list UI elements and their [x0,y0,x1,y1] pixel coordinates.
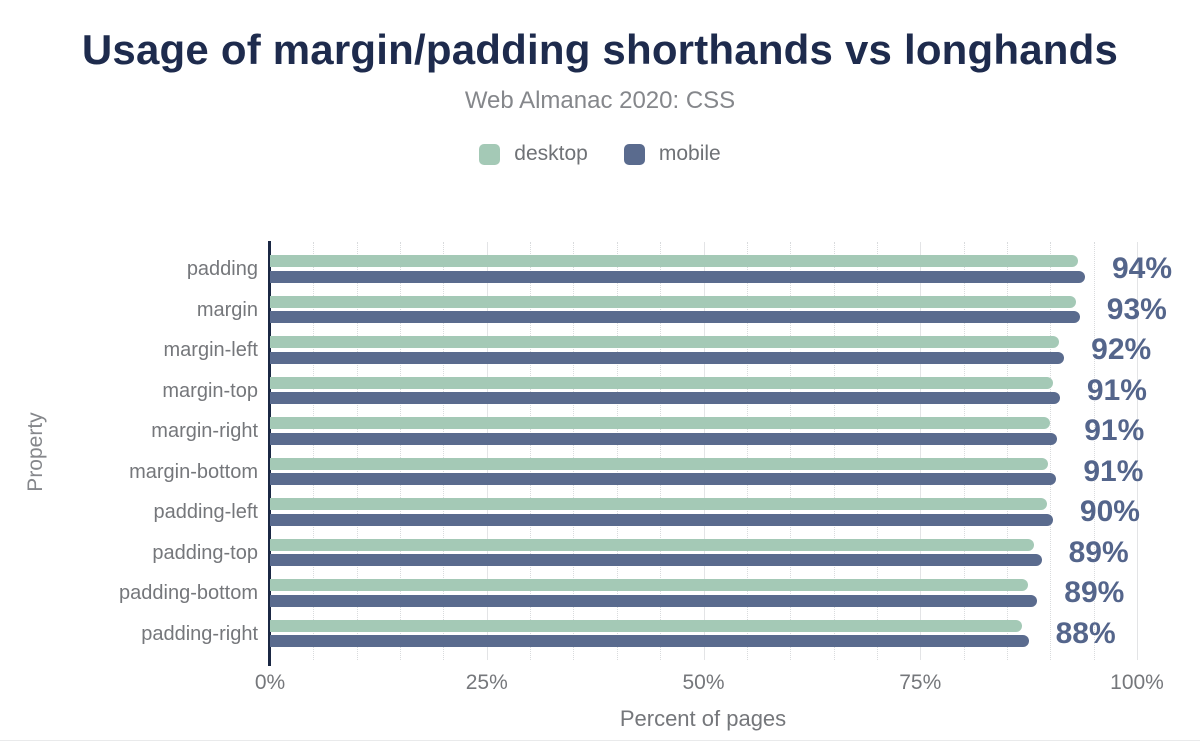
bar-desktop [270,336,1059,348]
category-label: margin-bottom [129,460,258,483]
value-label: 93% [1106,292,1167,326]
bar-desktop [270,295,1077,308]
bar-mobile [270,594,1038,607]
minor-gridline [616,242,618,660]
legend: desktop mobile [0,142,1200,166]
bar-mobile [270,513,1053,526]
category-label: margin-right [151,420,258,442]
x-tick-label: 100% [1110,671,1164,694]
chart-title: Usage of margin/padding shorthands vs lo… [81,26,1119,73]
value-label: 90% [1079,495,1140,528]
major-gridline [703,242,705,660]
bar-desktop [270,579,1028,591]
minor-gridline [400,242,402,660]
minor-gridline [356,242,358,660]
major-gridline [486,242,488,660]
category-label: padding-bottom [119,582,258,604]
value-label: 88% [1055,616,1116,650]
minor-gridline [660,242,662,660]
bar-mobile [270,432,1058,445]
bar-desktop [270,255,1079,267]
value-label: 91% [1086,373,1147,407]
mobile-swatch-icon [623,143,645,165]
minor-gridline [790,242,792,660]
bar-mobile [270,311,1080,323]
bar-mobile [270,473,1057,485]
major-gridline [1137,242,1138,660]
x-tick-label: 25% [465,671,508,694]
minor-gridline [1050,242,1052,660]
minor-gridline [746,242,748,660]
minor-gridline [1006,242,1008,660]
category-label: margin [196,298,258,321]
bar-desktop [270,498,1047,510]
bar-desktop [270,457,1048,470]
bar-desktop [270,417,1051,429]
x-axis-title: Percent of pages [619,706,787,731]
major-gridline [920,242,922,660]
minor-gridline [1093,242,1095,660]
chart-subtitle: Web Almanac 2020: CSS [464,87,736,114]
category-label: margin-top [162,379,258,402]
category-label: padding-left [153,501,258,523]
value-label: 89% [1068,535,1129,569]
minor-gridline [876,242,878,660]
minor-gridline [530,242,532,660]
legend-label-desktop: desktop [514,142,588,165]
legend-item-desktop: desktop [479,142,588,166]
desktop-swatch-icon [479,143,501,165]
minor-gridline [963,242,965,660]
bar-mobile [270,554,1042,566]
bar-desktop [270,538,1034,551]
category-label: padding-right [141,622,258,645]
value-label: 94% [1111,252,1173,285]
category-label: padding-top [152,541,258,564]
x-tick-label: 50% [682,671,725,694]
minor-gridline [573,242,575,660]
minor-gridline [313,242,315,660]
legend-item-mobile: mobile [623,142,721,166]
category-label: padding [186,258,258,280]
value-label: 92% [1091,333,1152,366]
bar-mobile [270,635,1029,647]
legend-label-mobile: mobile [658,142,721,165]
bar-mobile [270,270,1085,283]
minor-gridline [443,242,445,660]
value-label: 91% [1084,414,1145,447]
y-axis-line [268,241,271,666]
figure-bottom-border [0,739,1200,741]
value-label: 91% [1083,454,1144,488]
value-label: 89% [1064,576,1125,609]
bar-mobile [270,351,1065,364]
x-tick-label: 75% [899,671,942,694]
bar-desktop [270,376,1053,389]
x-tick-label: 0% [254,671,286,694]
bar-mobile [270,392,1060,404]
bar-desktop [270,619,1022,632]
minor-gridline [833,242,835,660]
category-label: margin-left [163,339,258,361]
